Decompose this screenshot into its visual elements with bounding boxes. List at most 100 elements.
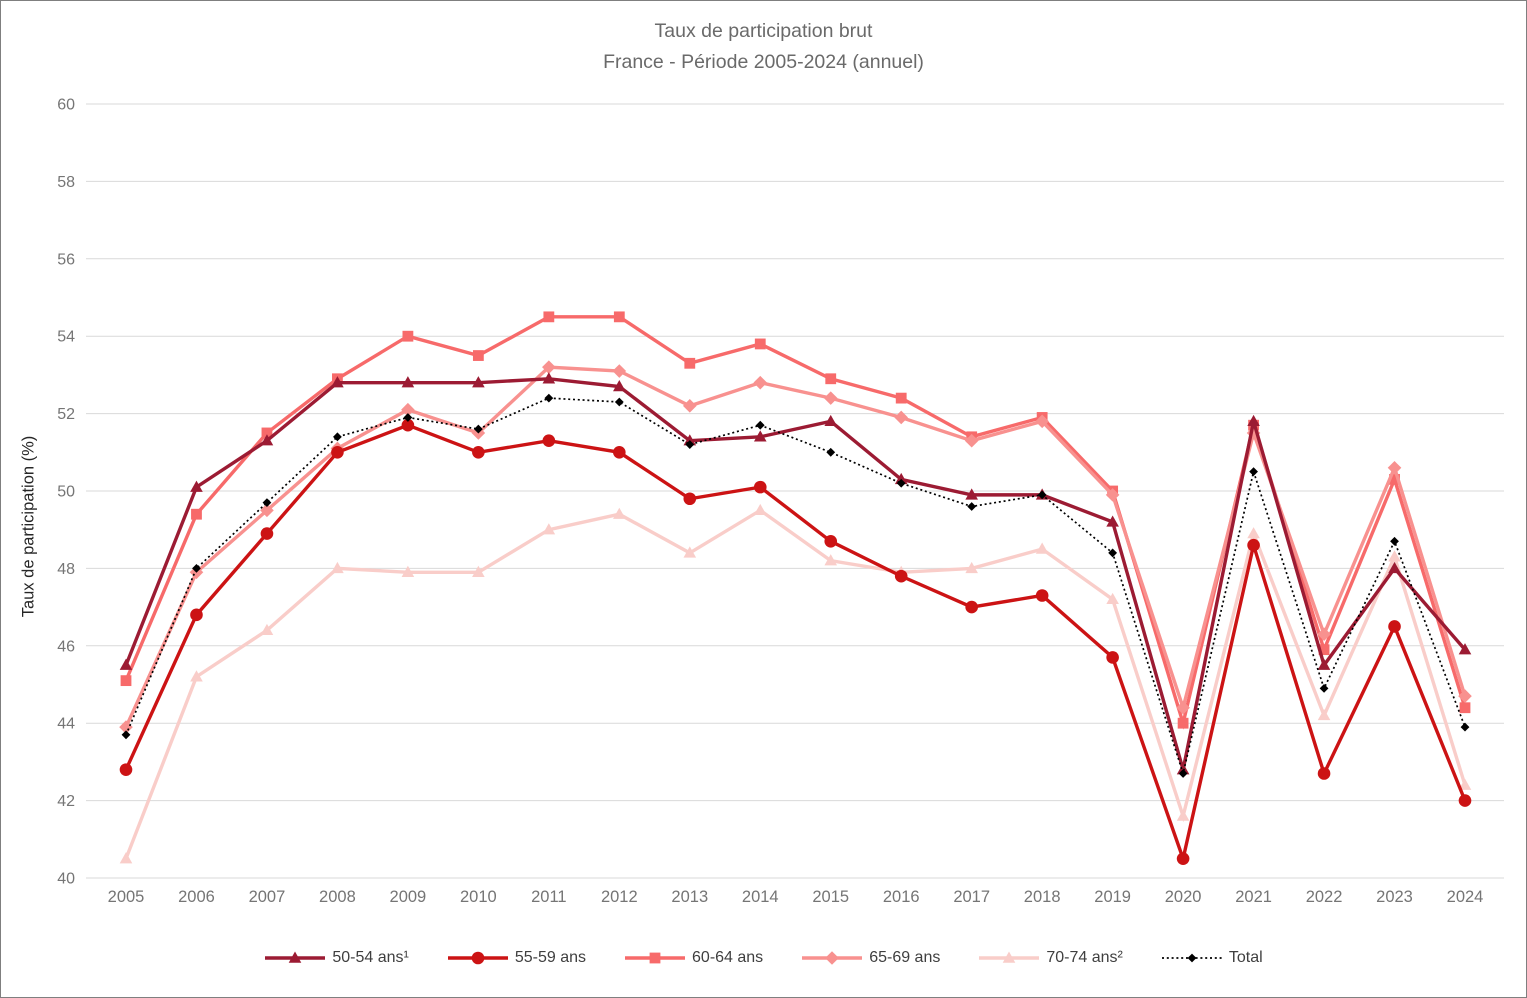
series-line-65-69-ans: [124, 365, 1467, 728]
data-point-marker-diamond: [1037, 490, 1047, 500]
data-point-marker-circle: [1317, 767, 1331, 780]
data-point-marker-diamond: [262, 498, 272, 508]
data-point-marker-diamond: [1460, 722, 1470, 732]
series-line-60-64-ans: [124, 315, 1467, 730]
data-point-marker-diamond: [260, 503, 274, 518]
data-point-marker-diamond: [894, 410, 909, 425]
legend-label: 60-64 ans: [692, 949, 764, 966]
data-point-marker-triangle: [1388, 550, 1401, 562]
data-point-marker-diamond: [896, 478, 906, 488]
data-point-marker-triangle: [1458, 778, 1472, 790]
data-point-marker-triangle: [1458, 643, 1472, 655]
data-point-marker-triangle: [260, 434, 274, 446]
data-point-marker-diamond: [1178, 769, 1188, 778]
x-tick-label: 2016: [883, 888, 920, 906]
data-point-marker-triangle: [683, 546, 697, 558]
data-point-marker-triangle: [1176, 809, 1190, 821]
data-point-marker-triangle: [965, 488, 978, 500]
chart-title: Taux de participation brut: [654, 20, 873, 42]
data-point-marker-triangle: [542, 372, 556, 384]
series-line-70-74-ans²: [124, 508, 1467, 860]
legend-item: Total: [1161, 949, 1263, 967]
data-point-marker-triangle: [1035, 542, 1049, 554]
x-tick-label: 2022: [1306, 888, 1343, 906]
data-point-marker-diamond: [1387, 460, 1402, 475]
data-point-marker-circle: [1176, 852, 1190, 865]
data-point-marker-diamond: [1108, 548, 1118, 558]
data-point-marker-square: [825, 373, 837, 385]
data-point-marker-triangle: [190, 480, 203, 492]
data-point-marker-diamond: [1176, 700, 1190, 715]
data-point-marker-triangle: [753, 430, 767, 442]
data-point-marker-triangle: [1247, 527, 1260, 539]
data-point-marker-diamond: [964, 433, 979, 448]
data-point-marker-triangle: [331, 376, 344, 388]
data-point-marker-circle: [471, 951, 485, 965]
data-point-marker-square: [120, 675, 132, 687]
data-point-marker-diamond: [1319, 683, 1329, 693]
series-line-50-54-ans¹: [124, 377, 1467, 771]
data-point-marker-triangle: [331, 561, 344, 574]
legend-label: 50-54 ans¹: [332, 949, 409, 966]
x-tick-label: 2008: [319, 888, 356, 906]
data-point-marker-circle: [119, 763, 133, 776]
x-tick-label: 2018: [1024, 888, 1061, 906]
data-point-marker-circle: [1247, 538, 1260, 552]
data-point-marker-triangle: [542, 523, 556, 535]
data-point-marker-triangle: [1176, 763, 1190, 775]
legend-marker-icon: [802, 951, 863, 965]
data-point-marker-triangle: [401, 565, 415, 577]
y-tick-label: 54: [57, 329, 75, 346]
x-tick-label: 2015: [812, 888, 849, 906]
data-point-marker-circle: [260, 527, 274, 540]
data-point-marker-square: [191, 508, 202, 520]
data-point-marker-circle: [472, 446, 485, 459]
legend-item: 70-74 ans²: [978, 949, 1123, 967]
legend-label: Total: [1228, 949, 1263, 966]
x-tick-label: 2021: [1235, 888, 1272, 906]
x-tick-label: 2012: [601, 888, 638, 906]
data-point-marker-triangle: [1106, 592, 1119, 605]
data-point-marker-diamond: [967, 502, 977, 511]
data-point-marker-diamond: [1317, 627, 1331, 641]
data-point-marker-triangle: [119, 658, 133, 670]
legend-label: 55-59 ans: [514, 949, 587, 966]
y-tick-label: 40: [57, 871, 75, 888]
data-point-marker-circle: [824, 535, 838, 548]
data-point-marker-circle: [965, 600, 978, 614]
data-point-marker-diamond: [544, 393, 554, 403]
x-tick-label: 2013: [671, 888, 708, 906]
data-point-marker-diamond: [1390, 536, 1399, 546]
data-point-marker-triangle: [119, 852, 133, 864]
data-point-marker-triangle: [472, 376, 485, 388]
data-point-marker-triangle: [965, 561, 978, 574]
y-tick-label: 52: [57, 406, 75, 423]
data-point-marker-diamond: [401, 402, 415, 417]
legend-item: 50-54 ans¹: [264, 949, 409, 967]
chart-subtitle: France - Période 2005-2024 (annuel): [603, 51, 924, 73]
x-tick-label: 2019: [1094, 888, 1131, 906]
data-point-marker-diamond: [1249, 467, 1258, 477]
data-point-marker-triangle: [1317, 658, 1331, 670]
y-tick-label: 60: [57, 97, 75, 114]
data-point-marker-diamond: [333, 432, 342, 442]
data-point-marker-circle: [1035, 589, 1049, 602]
data-point-marker-diamond: [1105, 488, 1120, 502]
legend-label: 70-74 ans²: [1046, 949, 1123, 966]
y-tick-label: 56: [57, 251, 75, 268]
chart-title-block: Taux de participation brut France - Péri…: [1, 16, 1526, 78]
data-point-marker-triangle: [1003, 951, 1016, 963]
data-point-marker-triangle: [260, 623, 274, 636]
data-point-marker-diamond: [1035, 414, 1049, 429]
data-point-marker-diamond: [119, 720, 133, 734]
data-point-marker-square: [754, 338, 766, 350]
data-point-marker-triangle: [1317, 708, 1331, 721]
x-tick-label: 2017: [953, 888, 990, 906]
x-tick-label: 2014: [742, 888, 779, 906]
data-point-marker-diamond: [825, 951, 839, 965]
data-point-marker-triangle: [190, 670, 203, 682]
data-point-marker-triangle: [1388, 561, 1401, 574]
legend-marker-icon: [447, 951, 508, 965]
x-tick-label: 2007: [249, 888, 286, 906]
